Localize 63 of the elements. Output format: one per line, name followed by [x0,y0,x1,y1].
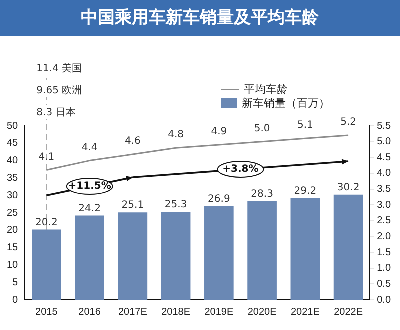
bar [75,216,104,300]
y2-tick-label: 1.0 [377,263,392,274]
y-tick-label: 0 [12,294,19,306]
y-tick-label: 25 [7,208,19,219]
annotation: +11.5% [68,181,112,192]
x-tick-label: 2018E [162,306,191,318]
bar [161,212,191,300]
x-tick-label: 2021E [290,306,320,318]
text: 8.3 日本 [36,106,76,119]
text: 11.4 美国 [36,62,82,75]
y2-tick-label: 5.0 [377,136,392,148]
data-label: 5.1 [297,120,314,132]
x-tick-label: 2019E [204,306,234,318]
y2-tick-label: 5.5 [377,120,392,132]
y2-tick-label: 0.5 [377,278,392,290]
data-label: 4.4 [82,142,98,154]
y2-tick-label: 4.0 [377,168,392,180]
y-tick-label: 45 [7,138,19,150]
data-label: 25.3 [164,200,188,211]
y-tick-label: 30 [7,190,19,202]
data-label: 29.2 [294,186,317,197]
data-label: 4.8 [168,130,184,141]
y-tick-label: 40 [7,156,19,167]
data-label: 5.0 [254,123,270,134]
x-tick-label: 2017E [118,306,148,318]
y-tick-label: 20 [7,225,19,236]
y2-tick-label: 3.5 [377,184,392,196]
data-label: 30.2 [337,182,360,194]
y2-tick-label: 1.5 [377,247,392,258]
y-tick-label: 50 [7,120,19,132]
y-tick-label: 5 [12,277,19,288]
y-tick-label: 10 [7,260,19,271]
bar [118,212,148,300]
legend-label: 平均车龄 [244,82,288,96]
data-label: 5.2 [340,117,356,128]
bar [290,198,320,300]
y2-tick-label: 3.0 [377,200,392,211]
y-tick-label: 35 [7,172,19,184]
y2-tick-label: 0.0 [377,294,392,306]
data-label: 26.9 [208,194,230,205]
data-label: 20.2 [36,217,58,228]
text: 9.65 欧洲 [36,84,82,97]
x-tick-label: 2022E [334,306,364,318]
bar [204,206,234,300]
bar [32,230,62,300]
y-tick-label: 15 [7,242,19,254]
y2-tick-label: 2.5 [377,216,392,227]
y2-tick-label: 4.5 [377,152,392,164]
x-tick-label: 2016 [78,306,102,318]
data-label: 28.3 [251,189,274,200]
bar [248,202,277,300]
data-label: 4.1 [38,152,55,163]
y2-tick-label: 2.0 [377,231,392,242]
x-tick-label: 2020E [248,306,278,318]
legend-label: 新车销量（百万） [242,96,330,110]
data-label: 4.9 [211,126,228,138]
chart-title: 中国乘用车新车销量及平均车龄 [0,0,400,36]
x-tick-label: 2015 [36,306,58,318]
data-label: 4.6 [124,136,141,148]
data-label: 24.2 [78,203,101,214]
annotation: +3.8% [222,164,259,176]
data-label: 25.1 [122,200,144,212]
bar [334,194,364,300]
